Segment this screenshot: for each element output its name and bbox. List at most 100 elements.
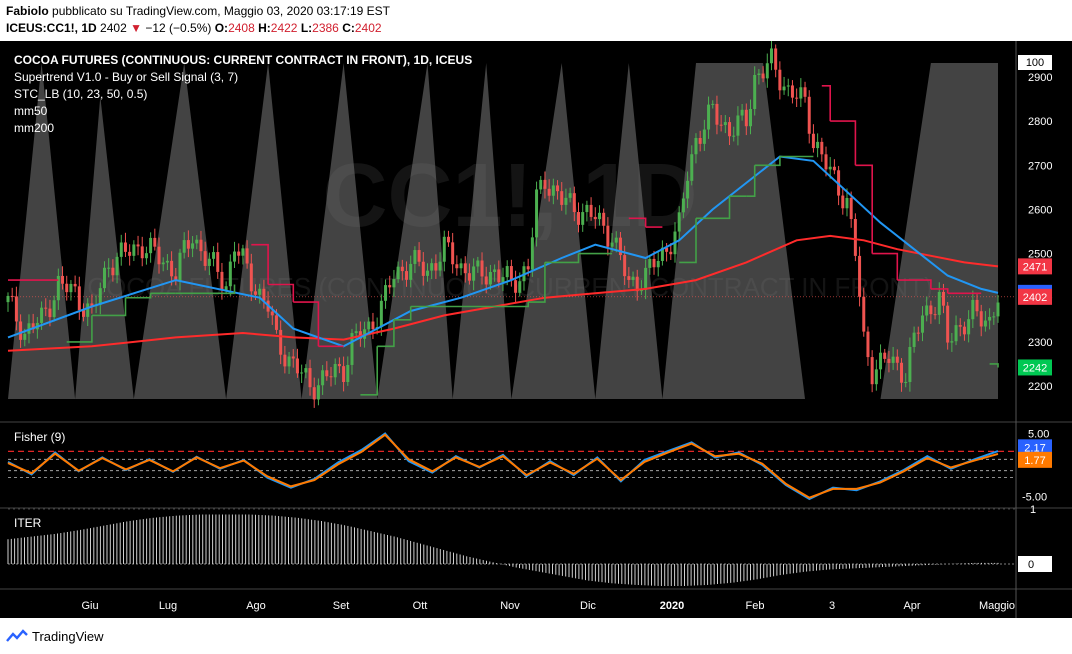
candle-body xyxy=(975,299,979,312)
candle-body xyxy=(480,260,484,277)
candle-body xyxy=(115,256,119,276)
candle-body xyxy=(438,261,442,271)
candle-body xyxy=(6,295,10,303)
candle-body xyxy=(132,244,136,256)
candle-body xyxy=(442,236,446,262)
legend-mm200: mm200 xyxy=(14,121,55,135)
down-arrow-icon: ▼ xyxy=(130,21,142,35)
candle-body xyxy=(316,385,320,400)
candle-body xyxy=(237,251,241,256)
price-badge-label: 2402 xyxy=(1023,292,1047,304)
candle-body xyxy=(186,240,190,249)
supertrend-segment xyxy=(989,363,999,368)
fisher-tick-label: 5.00 xyxy=(1028,429,1049,441)
candle-body xyxy=(10,295,14,297)
candle-body xyxy=(807,96,811,134)
candle-body xyxy=(799,87,803,99)
candle-body xyxy=(514,280,518,293)
candle-body xyxy=(694,137,698,155)
candle-body xyxy=(740,109,744,116)
candle-body xyxy=(849,197,853,220)
iter-bars xyxy=(7,514,999,586)
fisher-badge-bg xyxy=(1018,439,1052,456)
candle-body xyxy=(526,266,530,270)
supertrend-segment xyxy=(696,196,731,220)
price-tick-label: 2800 xyxy=(1028,116,1052,128)
candle-body xyxy=(547,188,551,196)
candle-body xyxy=(702,129,706,144)
candle-body xyxy=(270,311,274,316)
fisher-tick-label: -5.00 xyxy=(1022,491,1047,503)
candle-body xyxy=(572,193,576,213)
candle-body xyxy=(86,303,90,317)
candle-body xyxy=(841,195,845,209)
candle-body xyxy=(962,326,966,335)
supertrend-segment xyxy=(628,217,647,228)
candle-body xyxy=(262,288,266,301)
candle-body xyxy=(832,166,836,171)
mm50-line xyxy=(7,155,999,348)
open-label: O: xyxy=(214,21,229,35)
supertrend-segment xyxy=(679,218,697,264)
candle-body xyxy=(52,300,56,318)
candle-body xyxy=(560,191,564,205)
supertrend-segment xyxy=(268,283,295,303)
candle-body xyxy=(967,319,971,335)
candle-body xyxy=(920,315,924,333)
candle-body xyxy=(459,263,463,269)
x-tick-label: Ago xyxy=(246,600,266,612)
footer: TradingView xyxy=(6,626,104,646)
candle-body xyxy=(346,364,350,382)
close-label: C: xyxy=(342,21,355,35)
supertrend-segment xyxy=(855,164,873,254)
candle-body xyxy=(65,283,69,293)
candle-body xyxy=(988,316,992,321)
legend-supertrend: Supertrend V1.0 - Buy or Sell Signal (3,… xyxy=(14,70,239,84)
low-label: L: xyxy=(300,21,313,35)
candle-body xyxy=(698,137,702,144)
open-value: 2408 xyxy=(228,21,255,35)
candle-body xyxy=(254,291,257,295)
chart-area[interactable]: CC1!, 1D COCOA FUTURES (CONTINUOUS: CURRE… xyxy=(0,41,1072,618)
candle-body xyxy=(77,286,81,311)
candle-body xyxy=(891,356,895,363)
candle-body xyxy=(895,356,899,363)
candle-body xyxy=(308,368,312,388)
supertrend-segment xyxy=(251,243,269,285)
candle-body xyxy=(757,73,761,75)
candle-body xyxy=(90,303,94,307)
candle-body xyxy=(665,247,669,252)
candle-body xyxy=(887,358,891,363)
fisher-badge-label: 2.17 xyxy=(1024,442,1045,454)
fisher-badge: 2.17 xyxy=(1018,439,1052,456)
high-label: H: xyxy=(258,21,271,35)
supertrend-segment xyxy=(754,156,781,167)
candle-body xyxy=(102,267,106,289)
candle-body xyxy=(337,363,341,367)
candle-body xyxy=(207,258,211,266)
candle-body xyxy=(400,266,404,272)
candle-body xyxy=(119,242,123,257)
candle-body xyxy=(405,271,409,280)
candle-body xyxy=(182,240,186,253)
price-badge: 2242 xyxy=(1018,359,1052,376)
x-tick-label: Lug xyxy=(159,600,177,612)
price-badge-bg xyxy=(1018,288,1052,305)
candle-body xyxy=(48,308,52,318)
candle-body xyxy=(916,332,920,334)
candle-body xyxy=(581,212,585,225)
candle-body xyxy=(715,103,719,125)
candle-body xyxy=(14,296,18,322)
supertrend-segment xyxy=(830,120,857,166)
candle-body xyxy=(556,185,560,192)
candle-body xyxy=(392,279,396,288)
x-tick-label: Ott xyxy=(413,600,428,612)
candle-body xyxy=(732,135,736,137)
candle-body xyxy=(992,316,996,318)
fisher-badge-bg xyxy=(1018,451,1052,468)
supertrend-segment xyxy=(310,301,320,347)
candle-body xyxy=(639,289,643,292)
candle-body xyxy=(321,370,325,386)
candle-body xyxy=(996,302,1000,317)
